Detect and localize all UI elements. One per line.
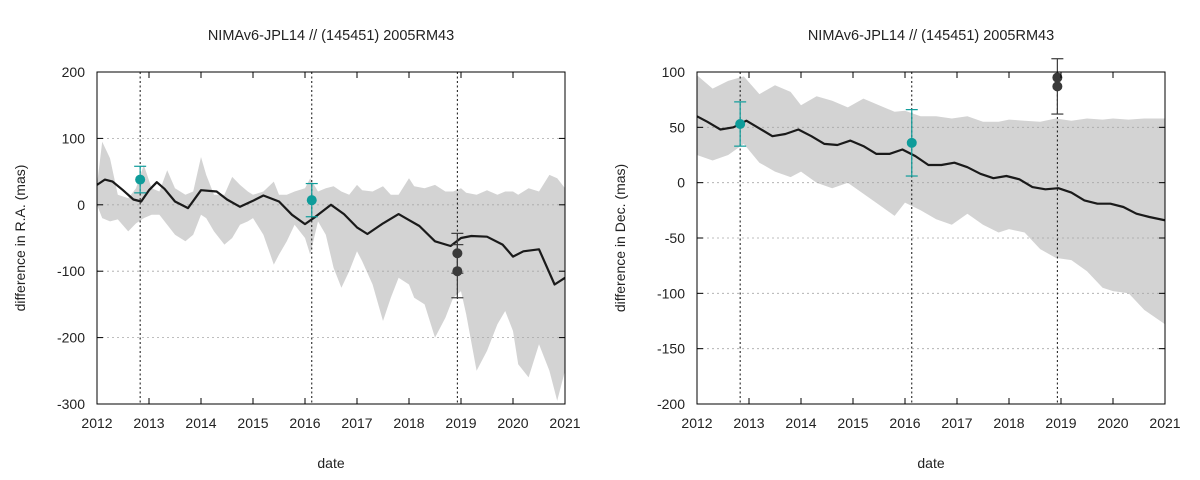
y-tick-label: -100 (657, 285, 685, 301)
y-tick-label: 100 (62, 130, 86, 146)
series-line (97, 178, 565, 286)
series-line (697, 115, 1165, 222)
x-tick-label: 2017 (341, 415, 372, 431)
x-tick-label: 2016 (889, 415, 920, 431)
chart-title: NIMAv6-JPL14 // (145451) 2005RM43 (208, 28, 454, 44)
x-tick-label: 2013 (733, 415, 764, 431)
chart-dec: NIMAv6-JPL14 // (145451) 2005RM43 2012 201… (612, 28, 1181, 471)
chart-title: NIMAv6-JPL14 // (145451) 2005RM43 (808, 28, 1054, 44)
x-axis-label: date (317, 455, 344, 471)
y-axis-label: difference in Dec. (mas) (612, 164, 628, 312)
y-tick-label: 0 (77, 197, 85, 213)
y-tick-label: -100 (57, 263, 85, 279)
x-tick-label: 2014 (185, 415, 216, 431)
y-tick-label: -50 (665, 230, 685, 246)
y-tick-label: 100 (662, 64, 686, 80)
observation-point (306, 195, 317, 206)
x-tick-label: 2012 (81, 415, 112, 431)
x-tick-label: 2012 (681, 415, 712, 431)
x-tick-label: 2021 (549, 415, 580, 431)
uncertainty-band (697, 75, 1165, 325)
x-tick-label: 2015 (837, 415, 868, 431)
x-tick-label: 2021 (1149, 415, 1180, 431)
y-tick-label: -200 (57, 330, 85, 346)
y-tick-label: 50 (669, 119, 685, 135)
y-tick-label: -150 (657, 341, 685, 357)
observation-point (1052, 81, 1063, 92)
x-tick-label: 2020 (1097, 415, 1128, 431)
x-tick-label: 2019 (445, 415, 476, 431)
x-tick-label: 2013 (133, 415, 164, 431)
x-tick-label: 2015 (237, 415, 268, 431)
y-tick-label: 0 (677, 175, 685, 191)
observation-point (735, 119, 746, 130)
observation-point (452, 266, 463, 277)
x-axis-label: date (917, 455, 944, 471)
x-tick-label: 2017 (941, 415, 972, 431)
y-axis-label: difference in R.A. (mas) (12, 165, 28, 312)
x-tick-label: 2014 (785, 415, 816, 431)
y-tick-label: -300 (57, 396, 85, 412)
y-tick-label: 200 (62, 64, 86, 80)
x-tick-label: 2020 (497, 415, 528, 431)
x-tick-label: 2019 (1045, 415, 1076, 431)
observation-point (135, 174, 146, 185)
x-tick-label: 2018 (993, 415, 1024, 431)
observation-point (906, 137, 917, 148)
chart-ra: NIMAv6-JPL14 // (145451) 2005RM43 2012 201… (12, 28, 581, 471)
uncertainty-band (97, 141, 565, 401)
y-tick-label: -200 (657, 396, 685, 412)
x-tick-label: 2016 (289, 415, 320, 431)
x-tick-label: 2018 (393, 415, 424, 431)
plot-frame (96, 71, 566, 405)
